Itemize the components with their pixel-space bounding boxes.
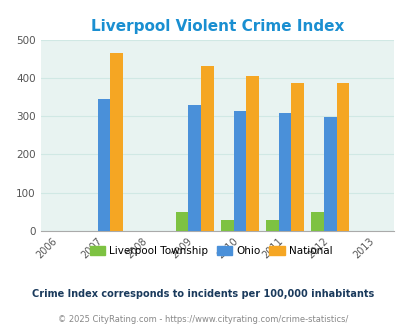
Bar	[98, 99, 110, 231]
Bar	[188, 105, 200, 231]
Bar	[336, 83, 349, 231]
Text: © 2025 CityRating.com - https://www.cityrating.com/crime-statistics/: © 2025 CityRating.com - https://www.city…	[58, 315, 347, 324]
Bar	[110, 52, 123, 231]
Bar	[220, 220, 233, 231]
Legend: Liverpool Township, Ohio, National: Liverpool Township, Ohio, National	[85, 242, 336, 260]
Bar	[175, 212, 188, 231]
Title: Liverpool Violent Crime Index: Liverpool Violent Crime Index	[90, 19, 343, 34]
Text: Crime Index corresponds to incidents per 100,000 inhabitants: Crime Index corresponds to incidents per…	[32, 289, 373, 299]
Bar	[278, 113, 291, 231]
Bar	[323, 116, 336, 231]
Bar	[265, 220, 278, 231]
Bar	[233, 111, 245, 231]
Bar	[311, 212, 323, 231]
Bar	[291, 83, 303, 231]
Bar	[200, 66, 213, 231]
Bar	[245, 76, 258, 231]
